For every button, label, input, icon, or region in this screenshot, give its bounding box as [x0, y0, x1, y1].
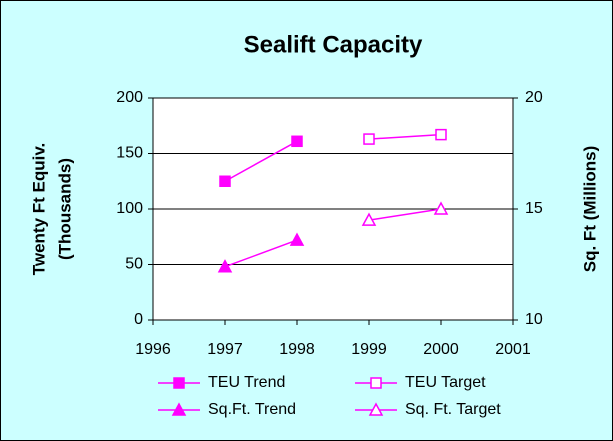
y-tick-label: 200	[116, 89, 143, 106]
marker	[363, 133, 375, 145]
x-tick-label: 1997	[207, 341, 243, 358]
x-tick-label: 1998	[279, 341, 315, 358]
y2-tick-label: 15	[525, 200, 543, 217]
marker	[291, 135, 303, 148]
chart-title: Sealift Capacity	[244, 31, 423, 58]
marker	[289, 232, 305, 246]
x-tick-label: 2000	[423, 341, 459, 358]
marker	[433, 201, 449, 215]
marker	[219, 175, 231, 187]
y-axis-label: (Thousands)	[55, 158, 74, 260]
y-tick-label: 0	[134, 311, 143, 328]
y-axis-label: Twenty Ft Equiv.	[29, 143, 48, 276]
series-line	[224, 239, 298, 268]
marker	[435, 128, 447, 141]
series-line	[224, 140, 298, 182]
y-tick-label: 100	[116, 200, 143, 217]
legend-label: TEU Target	[405, 374, 486, 391]
x-tick-label: 1999	[351, 341, 387, 358]
legend-label: TEU Trend	[208, 374, 285, 391]
y2-tick-label: 10	[525, 311, 543, 328]
marker	[361, 212, 377, 226]
series-line	[368, 133, 442, 140]
x-tick-label: 2001	[495, 341, 531, 358]
y2-axis-label: Sq. Ft (Millions)	[580, 146, 599, 273]
legend-label: Sq. Ft. Target	[405, 401, 501, 418]
marker	[217, 259, 233, 273]
y-tick-label: 150	[116, 145, 143, 162]
legend-marker	[171, 402, 187, 416]
y-tick-label: 50	[125, 256, 143, 273]
y2-tick-label: 20	[525, 89, 543, 106]
legend-label: Sq.Ft. Trend	[208, 401, 296, 418]
legend-marker	[368, 402, 384, 416]
legend-marker	[173, 377, 185, 389]
series-line	[368, 208, 442, 221]
x-tick-label: 1996	[135, 341, 171, 358]
legend-marker	[370, 377, 382, 389]
